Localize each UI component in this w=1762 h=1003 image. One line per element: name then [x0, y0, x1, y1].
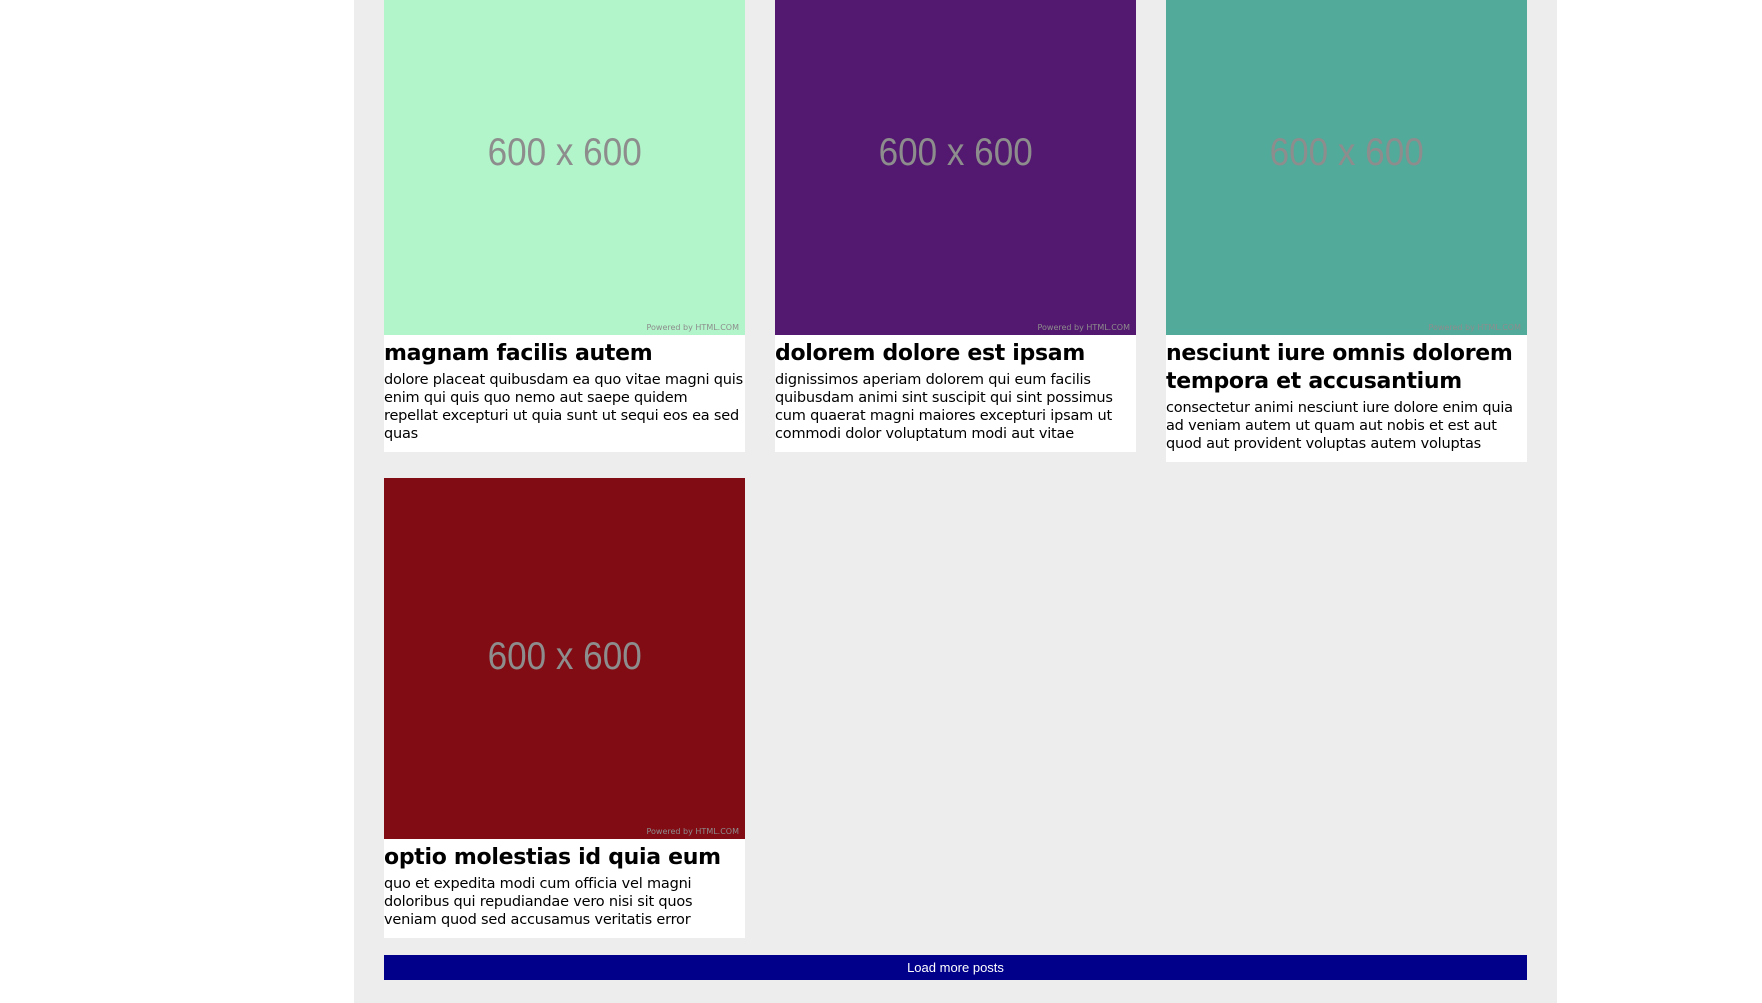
post-image-label: 600 x 600 [1269, 130, 1424, 174]
load-more-button[interactable]: Load more posts [384, 955, 1527, 980]
post-image-credit: Powered by HTML.COM [1428, 323, 1522, 332]
post-image-credit: Powered by HTML.COM [646, 827, 740, 836]
post-image-credit: Powered by HTML.COM [1037, 323, 1131, 332]
post-title[interactable]: nesciunt iure omnis dolorem tempora et a… [1166, 341, 1513, 394]
post-image-label: 600 x 600 [487, 130, 642, 174]
post-card[interactable]: 600 x 600 Powered by HTML.COM magnam fac… [384, 0, 745, 452]
post-image-label: 600 x 600 [487, 634, 642, 678]
post-title[interactable]: dolorem dolore est ipsam [775, 341, 1085, 366]
post-excerpt: dolore placeat quibusdam ea quo vitae ma… [384, 372, 743, 442]
post-image[interactable]: 600 x 600 Powered by HTML.COM [1166, 0, 1527, 335]
post-image-credit: Powered by HTML.COM [646, 323, 740, 332]
post-card[interactable]: 600 x 600 Powered by HTML.COM dolorem do… [775, 0, 1136, 452]
post-title[interactable]: magnam facilis autem [384, 341, 653, 366]
post-excerpt: consectetur animi nesciunt iure dolore e… [1166, 400, 1513, 452]
post-title[interactable]: optio molestias id quia eum [384, 845, 721, 870]
post-image[interactable]: 600 x 600 Powered by HTML.COM [384, 478, 745, 839]
post-image[interactable]: 600 x 600 Powered by HTML.COM [384, 0, 745, 335]
page-container: 600 x 600 Powered by HTML.COM magnam fac… [354, 0, 1557, 1003]
post-excerpt: dignissimos aperiam dolorem qui eum faci… [775, 372, 1113, 442]
post-image[interactable]: 600 x 600 Powered by HTML.COM [775, 0, 1136, 335]
post-card[interactable]: 600 x 600 Powered by HTML.COM optio mole… [384, 478, 745, 938]
post-excerpt: quo et expedita modi cum officia vel mag… [384, 876, 693, 928]
post-image-label: 600 x 600 [878, 130, 1033, 174]
post-card[interactable]: 600 x 600 Powered by HTML.COM nesciunt i… [1166, 0, 1527, 462]
